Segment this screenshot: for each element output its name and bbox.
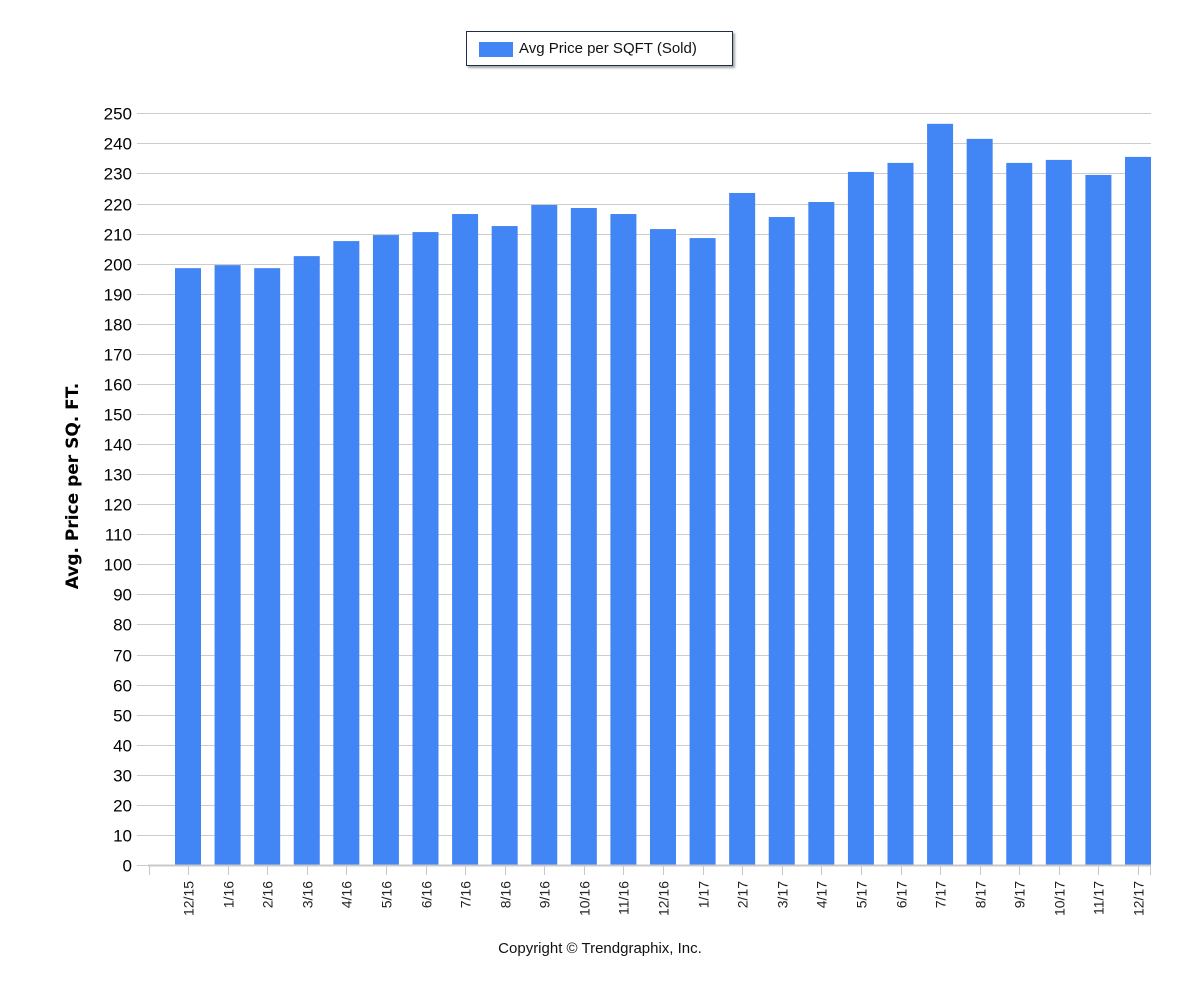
y-tick-label: 60	[113, 677, 132, 696]
x-tick-label: 8/16	[498, 881, 514, 908]
x-tick-label: 3/17	[775, 881, 791, 908]
x-tick-label: 10/16	[577, 881, 593, 916]
bar[interactable]	[610, 214, 637, 865]
y-tick-label: 190	[104, 286, 132, 305]
bar[interactable]	[689, 238, 716, 865]
x-tick-label: 12/17	[1131, 881, 1147, 916]
y-tick-label: 140	[104, 436, 132, 455]
x-tick-label: 12/16	[656, 881, 672, 916]
bar[interactable]	[1045, 159, 1072, 865]
bar[interactable]	[491, 226, 518, 865]
x-tick-label: 11/17	[1091, 881, 1107, 915]
bar[interactable]	[847, 171, 874, 865]
bar[interactable]	[452, 214, 479, 865]
x-tick-label: 6/16	[419, 881, 435, 908]
legend-swatch	[479, 42, 513, 57]
x-tick-label: 1/16	[221, 881, 237, 908]
bar[interactable]	[293, 256, 320, 865]
y-tick-label: 70	[113, 647, 132, 666]
bar[interactable]	[175, 268, 201, 865]
x-tick-label: 7/16	[458, 881, 474, 908]
bar[interactable]	[333, 241, 360, 866]
y-tick-label: 200	[104, 256, 132, 275]
y-tick-label: 90	[113, 586, 132, 605]
x-tick-label: 6/17	[894, 881, 910, 908]
bar[interactable]	[966, 138, 993, 866]
bar[interactable]	[1125, 156, 1151, 865]
y-tick-label: 250	[104, 105, 132, 124]
bar[interactable]	[1085, 174, 1112, 866]
y-tick-label: 40	[113, 737, 132, 756]
bar[interactable]	[412, 232, 439, 865]
x-tick-label: 2/17	[735, 881, 751, 908]
gridlines	[137, 113, 1151, 866]
y-tick-label: 180	[104, 316, 132, 335]
y-tick-label: 50	[113, 707, 132, 726]
x-tick-label: 8/17	[973, 881, 989, 908]
bar[interactable]	[650, 229, 676, 866]
bar[interactable]	[887, 162, 914, 865]
bar[interactable]	[1006, 162, 1033, 865]
y-tick-label: 160	[104, 376, 132, 395]
copyright-text: Copyright © Trendgraphix, Inc.	[498, 940, 702, 957]
y-tick-label: 30	[113, 767, 132, 786]
x-tick-label: 1/17	[696, 881, 712, 908]
y-tick-label: 210	[104, 226, 132, 245]
y-tick-label: 20	[113, 797, 132, 816]
y-axis-ticks: 0 10 20 30 40 50 60 70 80 90 100 110 120 130 140 150 160…	[104, 105, 132, 876]
y-tick-label: 10	[113, 827, 132, 846]
x-tick-label: 11/16	[616, 881, 632, 915]
bar[interactable]	[531, 205, 558, 866]
x-tick-label: 10/17	[1052, 881, 1068, 916]
x-tick-label: 9/17	[1012, 881, 1028, 908]
x-tick-label: 9/16	[537, 881, 553, 908]
x-axis: 12/15 1/16 2/16 3/16 4/16 5/16 6/16 7/16 8/16 9/1…	[148, 864, 1151, 916]
bar[interactable]	[254, 268, 281, 865]
bars	[175, 123, 1151, 866]
y-tick-label: 130	[104, 466, 132, 485]
bar[interactable]	[927, 123, 954, 866]
y-tick-label: 170	[104, 346, 132, 365]
x-tick-label: 4/17	[814, 881, 830, 908]
bar[interactable]	[214, 265, 241, 865]
y-tick-label: 120	[104, 496, 132, 515]
x-tick-label: 3/16	[300, 881, 316, 908]
y-tick-label: 230	[104, 165, 132, 184]
x-tick-label: 12/15	[181, 881, 197, 916]
bar[interactable]	[570, 208, 597, 865]
bar[interactable]	[768, 217, 795, 865]
y-tick-label: 80	[113, 616, 132, 635]
y-tick-label: 0	[123, 857, 132, 876]
bar[interactable]	[729, 192, 756, 865]
y-tick-label: 220	[104, 196, 132, 215]
chart-legend[interactable]: Avg Price per SQFT (Sold)	[466, 31, 733, 66]
x-tick-label: 4/16	[339, 881, 355, 908]
x-tick-label: 5/17	[854, 881, 870, 908]
legend-label: Avg Price per SQFT (Sold)	[519, 40, 697, 57]
bar[interactable]	[372, 235, 399, 866]
y-tick-label: 110	[105, 526, 132, 545]
x-tick-label: 7/17	[933, 881, 949, 908]
x-tick-label: 5/16	[379, 881, 395, 908]
y-tick-label: 100	[104, 556, 132, 575]
y-tick-label: 240	[104, 135, 132, 154]
x-tick-label: 2/16	[260, 881, 276, 908]
y-tick-label: 150	[104, 406, 132, 425]
bar[interactable]	[808, 202, 835, 865]
